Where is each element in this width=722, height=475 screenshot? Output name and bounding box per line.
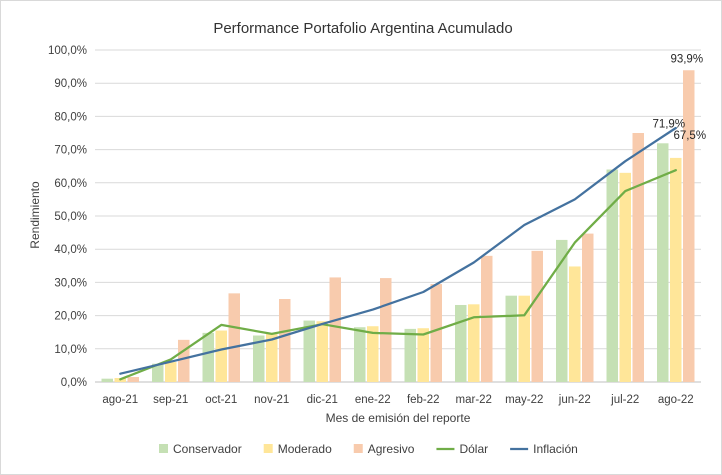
bar-agresivo: [279, 299, 291, 382]
bar-moderado: [316, 321, 328, 382]
y-tick-label: 30,0%: [54, 277, 87, 289]
bar-agresivo: [178, 339, 190, 382]
bar-moderado: [367, 326, 379, 382]
y-tick-label: 20,0%: [54, 311, 87, 323]
bar-agresivo: [632, 133, 644, 382]
bar-moderado: [266, 333, 278, 382]
bar-moderado: [670, 157, 682, 382]
bars: [101, 70, 695, 382]
y-tick-label: 10,0%: [54, 344, 87, 356]
y-tick-label: 80,0%: [54, 111, 87, 123]
bar-agresivo: [329, 277, 341, 382]
bar-agresivo: [430, 284, 442, 382]
bar-moderado: [165, 362, 177, 382]
x-tick-label: ene-22: [355, 394, 391, 406]
x-axis-ticks: ago-21 sep-21 oct-21 nov-21 dic-21 ene-22 feb-…: [102, 394, 693, 406]
bar-agresivo: [582, 233, 594, 382]
legend-label: Agresivo: [368, 442, 415, 456]
bar-agresivo: [481, 255, 493, 382]
x-tick-label: ago-22: [658, 394, 694, 406]
bar-conservador: [101, 378, 113, 382]
y-tick-label: 50,0%: [54, 211, 87, 223]
legend-label: Dólar: [459, 442, 488, 456]
bar-agresivo: [683, 70, 695, 382]
y-axis-title: Rendimiento: [28, 181, 42, 249]
bar-moderado: [417, 328, 429, 382]
legend-swatch: [263, 444, 273, 453]
bar-conservador: [354, 327, 366, 382]
y-tick-label: 90,0%: [54, 78, 87, 90]
bar-agresivo: [228, 293, 240, 382]
legend-label: Conservador: [173, 442, 242, 456]
bar-agresivo: [380, 278, 392, 382]
bar-conservador: [404, 328, 416, 382]
x-tick-label: ago-21: [102, 394, 138, 406]
legend-label: Moderado: [278, 442, 332, 456]
x-tick-label: feb-22: [407, 394, 440, 406]
bar-moderado: [215, 330, 227, 382]
bar-conservador: [455, 304, 467, 382]
line-dolar: [119, 169, 677, 381]
bar-conservador: [253, 335, 265, 382]
legend-swatch: [353, 444, 363, 453]
bar-conservador: [152, 363, 164, 382]
lines: [119, 126, 677, 381]
y-tick-label: 40,0%: [54, 244, 87, 256]
y-tick-label: 60,0%: [54, 178, 87, 190]
x-tick-label: nov-21: [254, 394, 289, 406]
x-tick-label: jun-22: [558, 394, 591, 406]
x-tick-label: oct-21: [205, 394, 237, 406]
data-label: 93,9%: [670, 53, 703, 65]
x-tick-label: sep-21: [153, 394, 188, 406]
data-label: 71,9%: [652, 118, 685, 130]
data-labels: 93,9% 71,9%67,5%: [652, 53, 706, 142]
bar-agresivo: [531, 250, 543, 382]
y-tick-label: 0,0%: [61, 377, 87, 389]
legend-label: Inflación: [533, 442, 578, 456]
bar-moderado: [468, 304, 480, 382]
bar-conservador: [657, 143, 669, 382]
bar-moderado: [518, 295, 530, 382]
gridlines: [95, 49, 701, 383]
chart-title: Performance Portafolio Argentina Acumula…: [213, 20, 512, 37]
bar-moderado: [569, 266, 581, 382]
x-tick-label: may-22: [505, 394, 543, 406]
x-axis-title: Mes de emisión del reporte: [326, 411, 471, 425]
y-tick-label: 100,0%: [48, 45, 87, 57]
bar-conservador: [303, 320, 315, 382]
bar-moderado: [619, 172, 631, 382]
legend: Conservador Moderado Agresivo Dólar Inflació…: [159, 442, 578, 456]
line-inflacion: [119, 126, 677, 375]
bar-conservador: [606, 169, 618, 382]
x-tick-label: dic-21: [307, 394, 338, 406]
bar-conservador: [202, 332, 214, 382]
y-tick-label: 70,0%: [54, 145, 87, 157]
y-axis-ticks: 0,0% 10,0% 20,0% 30,0% 40,0% 50,0% 60,0% 70,0% 8…: [48, 45, 87, 389]
bar-agresivo: [127, 377, 139, 382]
bar-conservador: [556, 239, 568, 382]
x-tick-label: jul-22: [610, 394, 639, 406]
x-tick-label: mar-22: [456, 394, 492, 406]
bar-conservador: [505, 295, 517, 382]
data-label: 67,5%: [673, 130, 706, 142]
legend-swatch: [159, 444, 168, 453]
